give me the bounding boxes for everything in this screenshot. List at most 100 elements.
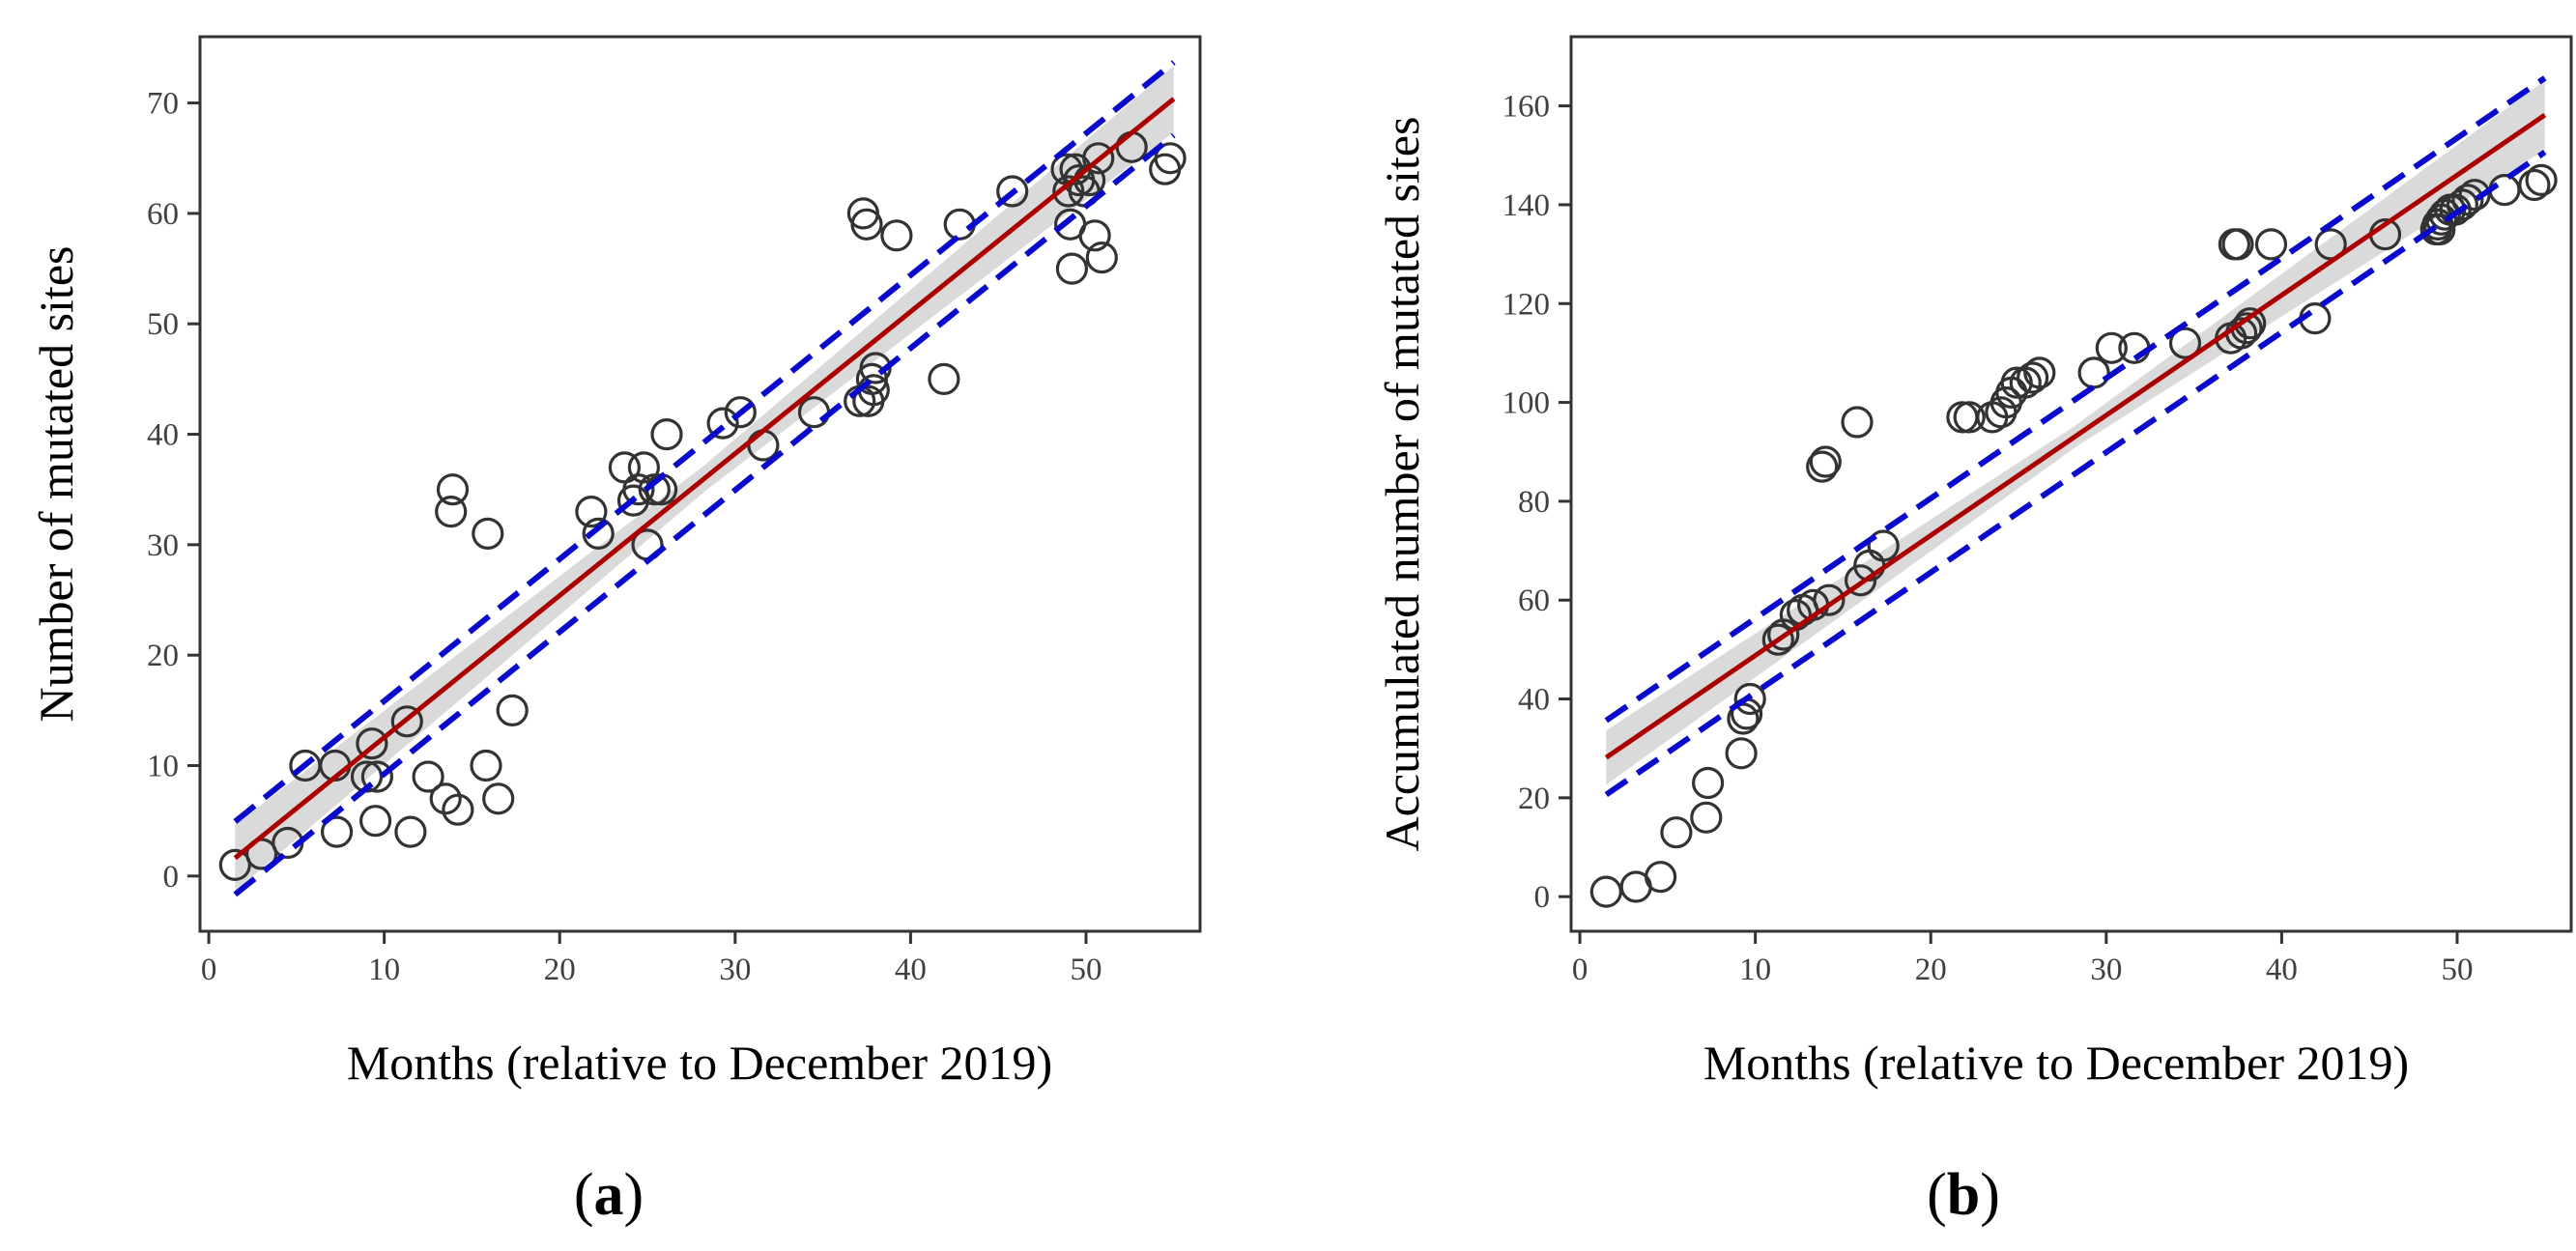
panel-b-data-point [2234,307,2267,340]
panel-b-data-point [1733,682,1766,716]
panel-a-y-tick-label: 50 [147,307,179,342]
panel-b-y-tick-label: 100 [1503,386,1551,421]
panel-b-x-tick-label: 50 [2441,952,2473,987]
panel-b-data-point [2221,228,2254,261]
panel-a-y-axis-label: Number of mutated sites [29,246,83,723]
panel-b-y-tick-label: 140 [1503,188,1551,223]
panel-a-data-point [390,705,423,738]
panel-b-upper-prediction-line [1604,75,2547,724]
panel-a-data-point [1082,142,1115,175]
panel-b-y-tick-label: 40 [1518,683,1550,718]
panel-b-data-point [1725,737,1758,770]
panel-b-label-letter: b [1947,1162,1980,1228]
panel-b-y-tick-label: 0 [1534,880,1551,915]
panel-b-x-ticks: 0 10 20 30 40 50 [1572,931,2473,987]
panel-b-fit-line-group [1604,113,2547,760]
panel-a-data-point [472,517,504,551]
panel-a-data-point [442,793,474,826]
panel-b-data-point [2168,327,2202,359]
panel-a-data-point [360,760,393,793]
panel-a-data-point [1078,219,1111,252]
panel-a-x-tick-label: 30 [719,952,751,987]
panel-b-data-point [2254,228,2288,261]
panel-b-x-tick-label: 0 [1572,952,1589,987]
panel-a: 0 10 20 30 40 50 0 10 20 30 40 50 60 70 Months (rela… [29,35,1202,1228]
panel-a-data-point [218,848,251,882]
panel-a-x-tick-label: 0 [201,952,217,987]
panel-a-label-letter: a [594,1162,624,1228]
panel-b-y-tick-label: 80 [1518,485,1550,520]
panel-b-data-point [1813,583,1846,616]
panel-b-data-point [2023,356,2056,389]
panel-b-x-tick-label: 30 [2090,952,2122,987]
panel-a-data-point [650,418,683,451]
panel-b-plot-frame [1569,35,2573,933]
panel-a-fit-line-group [233,97,1176,861]
panel-a-label-open: ( [574,1162,594,1228]
panel-a-y-tick-label: 60 [147,197,179,232]
panel-b-data-point [1761,623,1794,656]
panel-b-data-point [2077,356,2110,389]
panel-a-data-point [356,727,388,760]
panel-a-upper-prediction-line [233,60,1176,824]
panel-a-prediction-lines [233,60,1176,897]
panel-a-x-tick-label: 10 [368,952,400,987]
panel-a-data-point [470,749,502,782]
panel-b-y-tick-label: 160 [1503,90,1551,125]
panel-b-y-axis-label: Accumulated number of mutated sites [1375,117,1429,852]
panel-a-data-point [1055,252,1089,285]
panel-b-data-point [2423,213,2456,246]
panel-a-data-point [850,208,883,241]
panel-a-y-tick-label: 20 [147,639,179,673]
panel-b-y-ticks: 0 20 40 60 80 100 120 140 160 [1503,90,1571,915]
panel-b-label: (b) [1927,1162,2000,1228]
panel-a-x-tick-label: 50 [1070,952,1102,987]
panel-b-y-tick-label: 120 [1503,287,1551,322]
panel-a-data-point [1052,175,1085,208]
panel-b-data-point [1806,450,1839,483]
panel-b-data-point [1660,816,1693,849]
panel-a-data-point [996,175,1029,208]
panel-b-data-point [1690,801,1723,834]
panel-b-x-tick-label: 40 [2266,952,2298,987]
panel-a-y-tick-label: 70 [147,87,179,122]
panel-a-data-point [724,396,757,429]
panel-a-data-point [394,815,427,848]
panel-b-data-point [2095,331,2128,364]
panel-a-data-point [412,760,444,793]
panel-b: 0 10 20 30 40 50 0 20 40 60 80 100 120 140 160 Months… [1375,35,2573,1228]
panel-b-fit-line [1604,113,2547,760]
panel-b-data-point [1589,875,1622,908]
panel-b-data-point [1867,529,1900,562]
panel-a-x-axis-label: Months (relative to December 2019) [347,1036,1052,1090]
panel-a-lower-prediction-line [233,132,1176,897]
panel-a-y-tick-label: 0 [163,860,180,895]
panel-a-data-point [435,495,468,528]
panel-b-prediction-lines [1604,75,2547,798]
panel-b-y-tick-label: 60 [1518,583,1550,618]
panel-a-x-tick-label: 40 [895,952,927,987]
panel-b-data-point [1691,766,1725,800]
panel-a-data-point [622,473,655,506]
panel-b-label-close: ) [1980,1162,2000,1228]
panel-b-data-point [1841,406,1874,439]
panel-a-x-ticks: 0 10 20 30 40 50 [201,931,1102,987]
panel-a-y-ticks: 0 10 20 30 40 50 60 70 [147,87,200,895]
panel-a-data-point [638,473,671,506]
panel-b-lower-prediction-line [1604,149,2547,798]
panel-a-data-point [482,782,515,815]
panel-b-data-point [2017,361,2049,394]
panel-b-data-point [1809,445,1842,478]
panel-b-data-point [2458,179,2491,212]
panel-a-x-tick-label: 20 [544,952,576,987]
panel-b-y-tick-label: 20 [1518,782,1550,816]
panel-a-y-tick-label: 40 [147,418,179,453]
panel-b-data-point [2000,366,2033,399]
panel-a-data-point [928,362,960,395]
panel-a-fit-line [233,97,1176,861]
panel-a-data-point [880,219,913,252]
panel-a-data-point [575,495,608,528]
panel-b-x-axis-label: Months (relative to December 2019) [1703,1036,2409,1090]
